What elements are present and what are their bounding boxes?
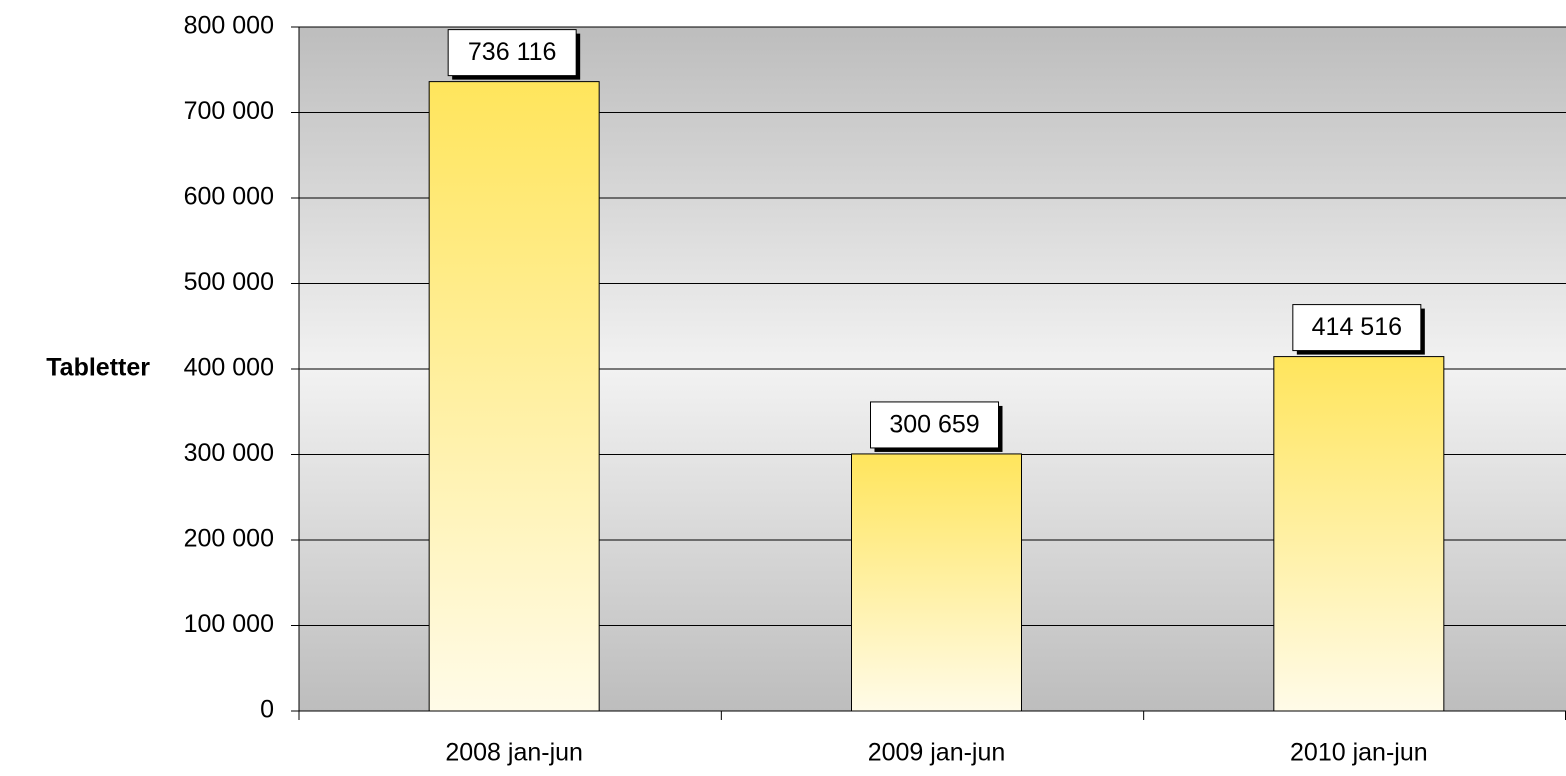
y-tick-label: 0 bbox=[260, 696, 274, 724]
y-tick-label: 700 000 bbox=[184, 97, 274, 125]
data-label: 736 116 bbox=[468, 38, 557, 66]
data-label: 300 659 bbox=[889, 411, 979, 439]
bar bbox=[851, 453, 1022, 712]
y-tick-label: 500 000 bbox=[184, 268, 274, 296]
label-box bbox=[1292, 304, 1422, 352]
x-tick-label: 2008 jan-jun bbox=[445, 739, 583, 767]
bar bbox=[1273, 356, 1445, 712]
y-tick-label: 400 000 bbox=[184, 354, 274, 382]
y-tick-label: 600 000 bbox=[184, 183, 274, 211]
y-tick-label: 800 000 bbox=[184, 12, 274, 40]
bar bbox=[428, 81, 600, 712]
y-tick-label: 200 000 bbox=[184, 525, 274, 553]
x-tick-label: 2010 jan-jun bbox=[1290, 739, 1428, 767]
y-tick-label: 100 000 bbox=[184, 610, 274, 638]
label-box bbox=[870, 401, 999, 449]
label-box bbox=[447, 29, 577, 77]
y-axis-label: Tabletter bbox=[46, 354, 150, 382]
data-label: 414 516 bbox=[1312, 313, 1402, 341]
y-tick-label: 300 000 bbox=[184, 439, 274, 467]
x-tick-label: 2009 jan-jun bbox=[868, 739, 1006, 767]
